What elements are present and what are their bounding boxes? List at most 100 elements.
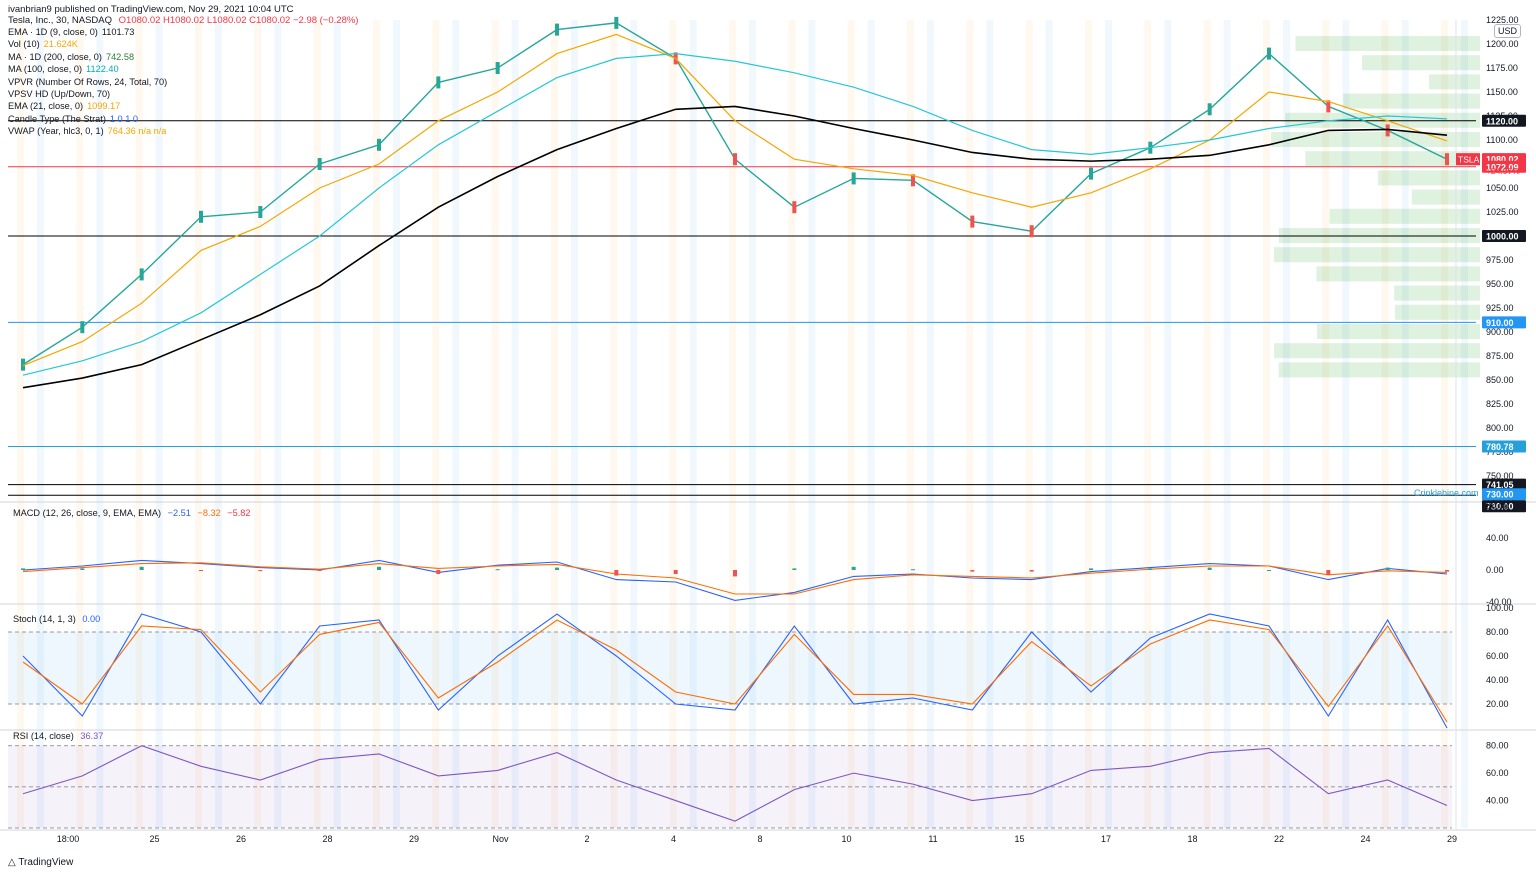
volume-profile-bar xyxy=(1377,170,1480,186)
rsi-series-line xyxy=(22,745,1448,822)
macd-histogram-bar xyxy=(614,570,619,576)
macd-histogram-bar xyxy=(436,570,441,574)
price-label-text: 780.78 xyxy=(1486,442,1514,452)
session-stripe xyxy=(749,20,756,828)
session-stripe xyxy=(630,20,638,828)
candle-mark xyxy=(614,16,619,29)
price-tick-label: 950.00 xyxy=(1486,279,1514,289)
legend-row[interactable]: VPSV HD (Up/Down, 70) xyxy=(8,88,171,100)
session-stripe xyxy=(491,20,499,828)
price-label-badge: 780.78 xyxy=(1482,440,1526,453)
legend-value: 1 0 1 0 xyxy=(109,113,138,124)
candle-mark xyxy=(258,206,263,218)
session-stripe xyxy=(17,20,24,828)
rsi-tick-label: 40.00 xyxy=(1486,796,1509,806)
session-stripe xyxy=(927,20,934,828)
stoch-title: Stoch (14, 1, 3) 0.00 xyxy=(13,614,101,624)
session-stripe xyxy=(729,20,736,828)
stoch-readout: 0.00 xyxy=(82,614,101,624)
session-stripe xyxy=(215,20,222,828)
session-stripe xyxy=(155,20,163,828)
macd-histogram-bar xyxy=(80,568,85,570)
macd-histogram-bar xyxy=(851,566,856,570)
legend-row[interactable]: EMA · 1D (9, close, 0) 1101.73 xyxy=(8,26,171,38)
session-stripe xyxy=(1461,20,1468,828)
candle-mark xyxy=(1029,225,1034,238)
candle-mark xyxy=(1267,47,1271,60)
symbol-badge: TSLA xyxy=(1456,153,1480,166)
legend-value: 764.36 n/a n/a xyxy=(107,126,167,137)
stoch-tick-label: 80.00 xyxy=(1486,627,1509,637)
legend-label: VWAP (Year, hlc3, 0, 1) xyxy=(8,126,104,137)
time-tick-label: 25 xyxy=(149,834,159,844)
price-tick-label: 1025.00 xyxy=(1486,207,1519,217)
volume-profile-bar xyxy=(1317,324,1480,339)
macd-readout-1: −8.32 xyxy=(197,508,221,518)
stoch-series-line xyxy=(22,613,1448,729)
candle-mark xyxy=(733,153,737,166)
macd-histogram-bar xyxy=(673,570,678,574)
macd-title: MACD (12, 26, close, 9, EMA, EMA) −2.51 … xyxy=(13,508,251,518)
legend-value: 742.58 xyxy=(105,51,135,62)
ohlc-readout: O1080.02 H1080.02 L1080.02 C1080.02 −2.9… xyxy=(118,15,359,26)
price-tick-label: 825.00 xyxy=(1486,399,1514,409)
macd-series-line xyxy=(22,559,1448,601)
symbol-name[interactable]: Tesla, Inc., 30, NASDAQ xyxy=(8,15,113,26)
candle-mark xyxy=(1207,103,1212,116)
legend-row[interactable]: VWAP (Year, hlc3, 0, 1) 764.36 n/a n/a xyxy=(8,125,171,137)
macd-readout-0: −2.51 xyxy=(167,508,191,518)
change-label: +24.97% xyxy=(1486,166,1520,176)
volume-profile-bar xyxy=(1305,151,1480,167)
session-stripe xyxy=(907,20,914,828)
price-label-badge: 1072.09 xyxy=(1482,160,1526,173)
session-stripe xyxy=(1342,20,1350,828)
indicator-legend: EMA · 1D (9, close, 0) 1101.73 Vol (10) 21.… xyxy=(8,26,171,138)
macd-tick-label: -40.00 xyxy=(1486,597,1512,607)
price-label-badge: 730.00 xyxy=(1482,500,1526,513)
tradingview-footer[interactable]: △ TradingView xyxy=(8,857,74,868)
candle-mark xyxy=(1445,153,1449,166)
session-stripe xyxy=(1381,20,1389,828)
session-stripe xyxy=(571,20,578,828)
legend-row[interactable]: VPVR (Number Of Rows, 24, Total, 70) xyxy=(8,76,171,88)
macd-readout-2: −5.82 xyxy=(227,508,251,518)
legend-row[interactable]: MA (100, close, 0) 1122.40 xyxy=(8,63,171,75)
session-stripe xyxy=(511,20,519,828)
price-label-text: 730.00 xyxy=(1486,502,1514,512)
price-tick-label: 1225.00 xyxy=(1486,15,1519,25)
legend-value: 1101.73 xyxy=(101,27,135,37)
macd-histogram-bar xyxy=(258,570,263,571)
candle-mark xyxy=(911,174,915,187)
session-stripe xyxy=(788,20,796,828)
time-tick-label: 26 xyxy=(236,834,246,844)
session-stripe xyxy=(37,20,44,828)
time-tick-label: 28 xyxy=(322,834,332,844)
currency-button[interactable]: USD xyxy=(1494,24,1522,38)
price-label-text: 1120.00 xyxy=(1486,116,1518,126)
stoch-series-line xyxy=(22,619,1448,723)
candle-mark xyxy=(199,210,203,223)
volume-profile-bar xyxy=(1411,189,1480,205)
macd-histogram-bar xyxy=(1445,570,1449,572)
candle-mark xyxy=(317,158,322,170)
session-stripe xyxy=(1085,20,1092,828)
session-stripe xyxy=(195,20,202,828)
macd-histogram-bar xyxy=(1207,567,1212,570)
macd-tick-label: 0.00 xyxy=(1486,565,1504,575)
legend-row[interactable]: Candle Type (The Strat) 1 0 1 0 xyxy=(8,113,171,125)
legend-row[interactable]: Vol (10) 21.624K xyxy=(8,38,171,50)
price-label-bg xyxy=(1482,160,1526,173)
macd-histogram-bar xyxy=(21,568,25,570)
session-stripe xyxy=(1263,20,1270,828)
legend-label: Vol (10) xyxy=(8,39,40,50)
legend-row[interactable]: MA · 1D (200, close, 0) 742.58 xyxy=(8,51,171,63)
price-tick-label: 900.00 xyxy=(1486,327,1514,337)
session-stripe xyxy=(254,20,262,828)
price-label-badge: 1120.00 xyxy=(1482,114,1526,127)
legend-row[interactable]: EMA (21, close, 0) 1099.17 xyxy=(8,100,171,112)
time-tick-label: Nov xyxy=(492,834,509,844)
session-stripe xyxy=(1203,20,1211,828)
candle-mark xyxy=(1089,167,1093,180)
